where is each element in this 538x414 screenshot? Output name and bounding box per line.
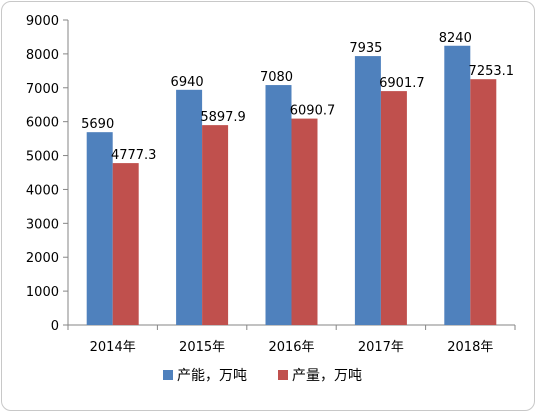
y-tick-label: 1000 — [26, 285, 59, 300]
x-tick-label: 2014年 — [90, 340, 136, 355]
bar-capacity — [86, 132, 113, 325]
data-label: 5897.9 — [200, 110, 246, 125]
data-label: 4777.3 — [111, 148, 157, 163]
y-tick-label: 3000 — [26, 217, 59, 232]
legend-swatch — [163, 370, 173, 380]
bar-output — [380, 91, 407, 325]
data-label: 6090.7 — [290, 104, 336, 119]
legend-swatch — [278, 370, 288, 380]
y-tick-label: 5000 — [26, 150, 59, 165]
y-tick-label: 9000 — [26, 14, 59, 29]
bar-capacity — [176, 89, 203, 325]
y-tick-label: 2000 — [26, 251, 59, 266]
y-tick-label: 4000 — [26, 183, 59, 198]
data-label: 7253.1 — [469, 64, 515, 79]
y-tick-label: 6000 — [26, 116, 59, 131]
data-label: 7080 — [260, 70, 293, 85]
bar-capacity — [265, 85, 292, 325]
x-tick-label: 2018年 — [447, 340, 493, 355]
bar-capacity — [444, 45, 471, 325]
bar-capacity — [354, 56, 381, 325]
x-tick-label: 2015年 — [179, 340, 225, 355]
legend-label: 产量，万吨 — [292, 368, 362, 384]
x-tick-label: 2016年 — [268, 340, 314, 355]
legend-label: 产能，万吨 — [177, 368, 247, 384]
bar-output — [291, 118, 318, 325]
bar-output — [112, 163, 139, 325]
y-tick-label: 7000 — [26, 82, 59, 97]
data-label: 7935 — [349, 41, 382, 56]
bar-output — [202, 125, 229, 325]
x-tick-label: 2017年 — [358, 340, 404, 355]
data-label: 8240 — [439, 31, 472, 46]
data-label: 6940 — [171, 75, 204, 90]
data-label: 6901.7 — [379, 76, 425, 91]
bar-output — [470, 79, 497, 325]
y-tick-label: 0 — [51, 319, 59, 334]
y-tick-label: 8000 — [26, 48, 59, 63]
data-label: 5690 — [81, 117, 114, 132]
